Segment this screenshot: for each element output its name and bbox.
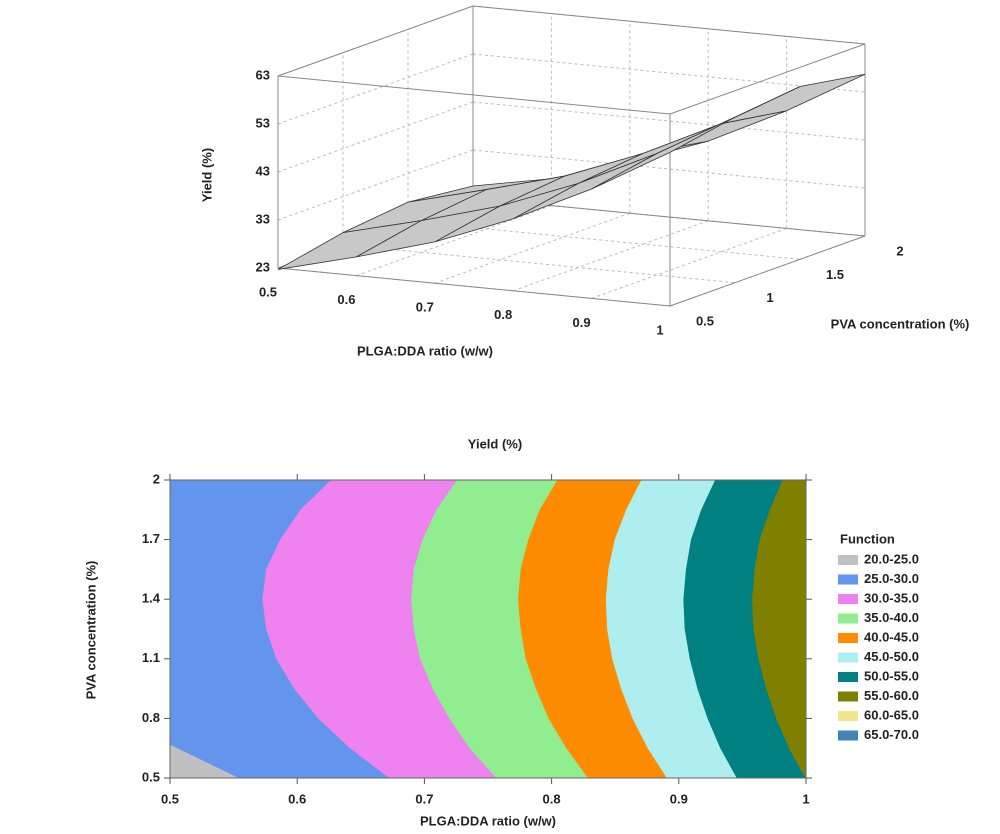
y-tick-label: 1.4 [142, 591, 161, 606]
x-tick-label: 0.6 [337, 292, 355, 307]
x-tick-label: 0.7 [416, 300, 434, 315]
contour-line [411, 479, 498, 779]
legend-swatch [838, 711, 858, 721]
legend-label: 50.0-55.0 [864, 668, 919, 683]
grid-line [472, 101, 866, 141]
grid-line [356, 205, 552, 277]
grid-line [342, 244, 736, 284]
z-tick-label: 43 [256, 163, 270, 178]
contour-line [683, 479, 738, 779]
x-tick-label: 0.9 [573, 315, 591, 330]
grid-line [434, 212, 630, 284]
box-edge [277, 267, 671, 307]
y-axis-title: PVA concentration (%) [83, 561, 98, 700]
legend-swatch [838, 672, 858, 682]
x-tick-label: 0.5 [259, 284, 277, 299]
contour-line [752, 479, 807, 779]
grid-line [277, 53, 474, 125]
legend-swatch [838, 613, 858, 624]
contour-line [605, 479, 668, 779]
y-tick-label: 2 [896, 243, 903, 258]
x-axis-title: PLGA:DDA ratio (w/w) [357, 343, 493, 358]
band-fill [752, 480, 806, 778]
chart-title: Yield (%) [468, 436, 522, 451]
y-tick-label: 0.8 [142, 710, 160, 725]
y-tick-label: 0.5 [696, 313, 714, 328]
surface-patch [591, 116, 736, 190]
legend-swatch [838, 574, 858, 585]
legend-label: 60.0-65.0 [864, 707, 919, 722]
x-tick-label: 1 [802, 791, 809, 806]
x-tick-label: 0.7 [415, 791, 433, 806]
z-tick-label: 63 [256, 67, 270, 82]
x-axis-title: PLGA:DDA ratio (w/w) [420, 813, 556, 828]
grid-line [277, 149, 474, 221]
legend-swatch [838, 633, 858, 643]
surface-patch [578, 123, 722, 184]
grid-line [277, 101, 474, 173]
legend-label: 65.0-70.0 [864, 727, 919, 742]
z-axis-title: Yield (%) [199, 148, 214, 202]
x-tick-label: 0.8 [543, 791, 561, 806]
y-tick-label: 1 [766, 290, 773, 305]
x-tick-label: 0.5 [161, 791, 179, 806]
box-edge [669, 43, 866, 115]
legend-label: 25.0-30.0 [864, 571, 919, 586]
legend-swatch [838, 555, 858, 565]
x-tick-label: 0.6 [288, 791, 306, 806]
legend-swatch [838, 730, 858, 741]
legend-swatch [838, 594, 858, 604]
y-tick-label: 1.5 [826, 267, 844, 282]
legend-label: 30.0-35.0 [864, 590, 919, 605]
grid-line [591, 227, 787, 299]
z-tick-label: 23 [256, 259, 270, 274]
surface-patch [721, 73, 866, 124]
y-tick-label: 1.7 [142, 531, 160, 546]
box-edge [669, 235, 866, 307]
legend-label: 40.0-45.0 [864, 629, 919, 644]
y-axis-title: PVA concentration (%) [831, 316, 970, 331]
box-edge [277, 5, 474, 77]
legend-swatch [838, 691, 858, 702]
y-tick-label: 2 [153, 471, 160, 486]
contour-line [262, 479, 391, 779]
z-tick-label: 33 [256, 211, 270, 226]
contour-line [169, 743, 241, 779]
x-tick-label: 0.8 [494, 307, 512, 322]
box-edge [472, 5, 866, 45]
x-tick-label: 1 [656, 322, 663, 337]
z-tick-label: 53 [256, 115, 270, 130]
box-edge [277, 75, 671, 115]
legend-swatch [838, 652, 858, 663]
legend-label: 20.0-25.0 [864, 551, 919, 566]
surface-patch [499, 153, 644, 207]
contour-line [518, 479, 589, 779]
legend-title: Function [840, 531, 895, 546]
grid-line [513, 220, 709, 292]
x-tick-label: 0.9 [670, 791, 688, 806]
legend-label: 35.0-40.0 [864, 610, 919, 625]
legend-label: 45.0-50.0 [864, 649, 919, 664]
y-tick-label: 1.1 [142, 650, 160, 665]
plot-frame [169, 479, 807, 779]
legend-label: 55.0-60.0 [864, 688, 919, 703]
y-tick-label: 0.5 [142, 769, 160, 784]
